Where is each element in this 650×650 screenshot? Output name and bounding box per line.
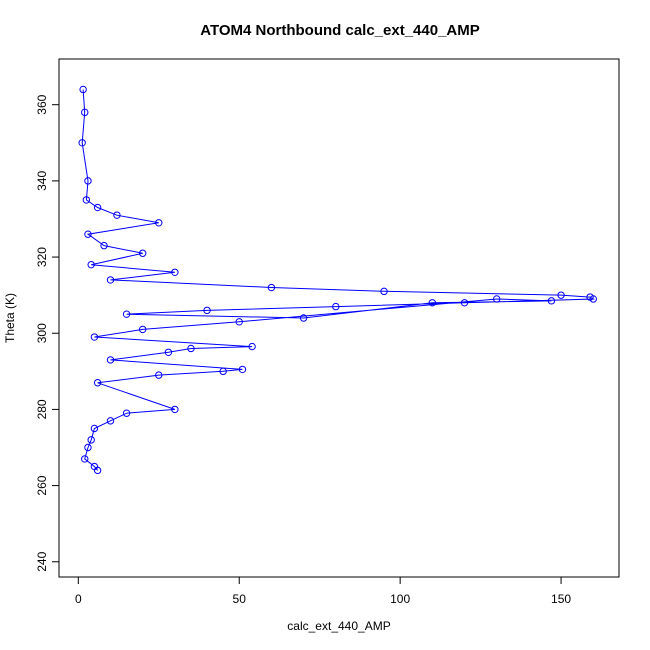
y-tick-label: 240 (35, 551, 49, 571)
y-tick-label: 340 (35, 171, 49, 191)
series-line (81, 89, 596, 471)
x-axis-label: calc_ext_440_AMP (287, 619, 390, 633)
data-point (171, 405, 179, 414)
data-point (248, 342, 256, 351)
data-point (79, 85, 87, 94)
x-axis: 0 50 100 150 (75, 576, 571, 606)
data-point (138, 249, 147, 257)
y-tick-label: 280 (35, 399, 49, 419)
data-point (493, 295, 501, 303)
y-tick-label: 300 (35, 323, 49, 343)
x-tick-label: 50 (233, 592, 247, 606)
data-point (78, 139, 86, 147)
data-point (81, 455, 89, 463)
data-point (93, 466, 102, 475)
data-point (90, 424, 99, 433)
data-point (106, 276, 115, 284)
data-point (82, 196, 91, 204)
x-tick-label: 100 (390, 592, 410, 606)
data-point (267, 283, 276, 292)
data-point (332, 302, 340, 311)
y-axis: 240 260 280 300 320 340 360 (35, 94, 60, 572)
y-axis-label: Theta (K) (3, 293, 17, 343)
data-point (87, 260, 95, 269)
data-point (87, 436, 95, 444)
y-tick-label: 360 (35, 94, 49, 114)
data-marks (78, 85, 597, 475)
data-point (106, 356, 115, 364)
x-tick-label: 150 (551, 592, 571, 606)
data-point (299, 314, 308, 322)
data-point (84, 443, 92, 452)
data-point (81, 108, 89, 117)
data-point (90, 333, 99, 341)
data-point (187, 344, 195, 353)
y-tick-label: 320 (35, 247, 49, 267)
data-point (122, 409, 131, 417)
data-point (164, 348, 173, 356)
data-point (93, 379, 102, 387)
data-point (155, 219, 163, 227)
data-point (84, 230, 92, 238)
data-point (155, 371, 163, 379)
data-point (547, 297, 556, 305)
data-point (238, 365, 247, 374)
data-point (113, 211, 121, 219)
data-point (235, 318, 243, 326)
data-point (93, 203, 102, 212)
data-point (460, 299, 469, 307)
data-point (557, 291, 565, 299)
data-point (428, 299, 437, 307)
data-point (203, 306, 211, 315)
data-point (171, 268, 179, 276)
data-point (219, 367, 227, 376)
data-point (100, 241, 108, 250)
data-point (380, 287, 388, 296)
data-point (138, 325, 147, 334)
data-point (84, 177, 92, 185)
x-tick-label: 0 (75, 592, 82, 606)
y-tick-label: 260 (35, 475, 49, 495)
data-point (106, 417, 115, 425)
chart-title: ATOM4 Northbound calc_ext_440_AMP (200, 22, 480, 39)
data-point (589, 295, 597, 303)
data-point (122, 310, 131, 318)
